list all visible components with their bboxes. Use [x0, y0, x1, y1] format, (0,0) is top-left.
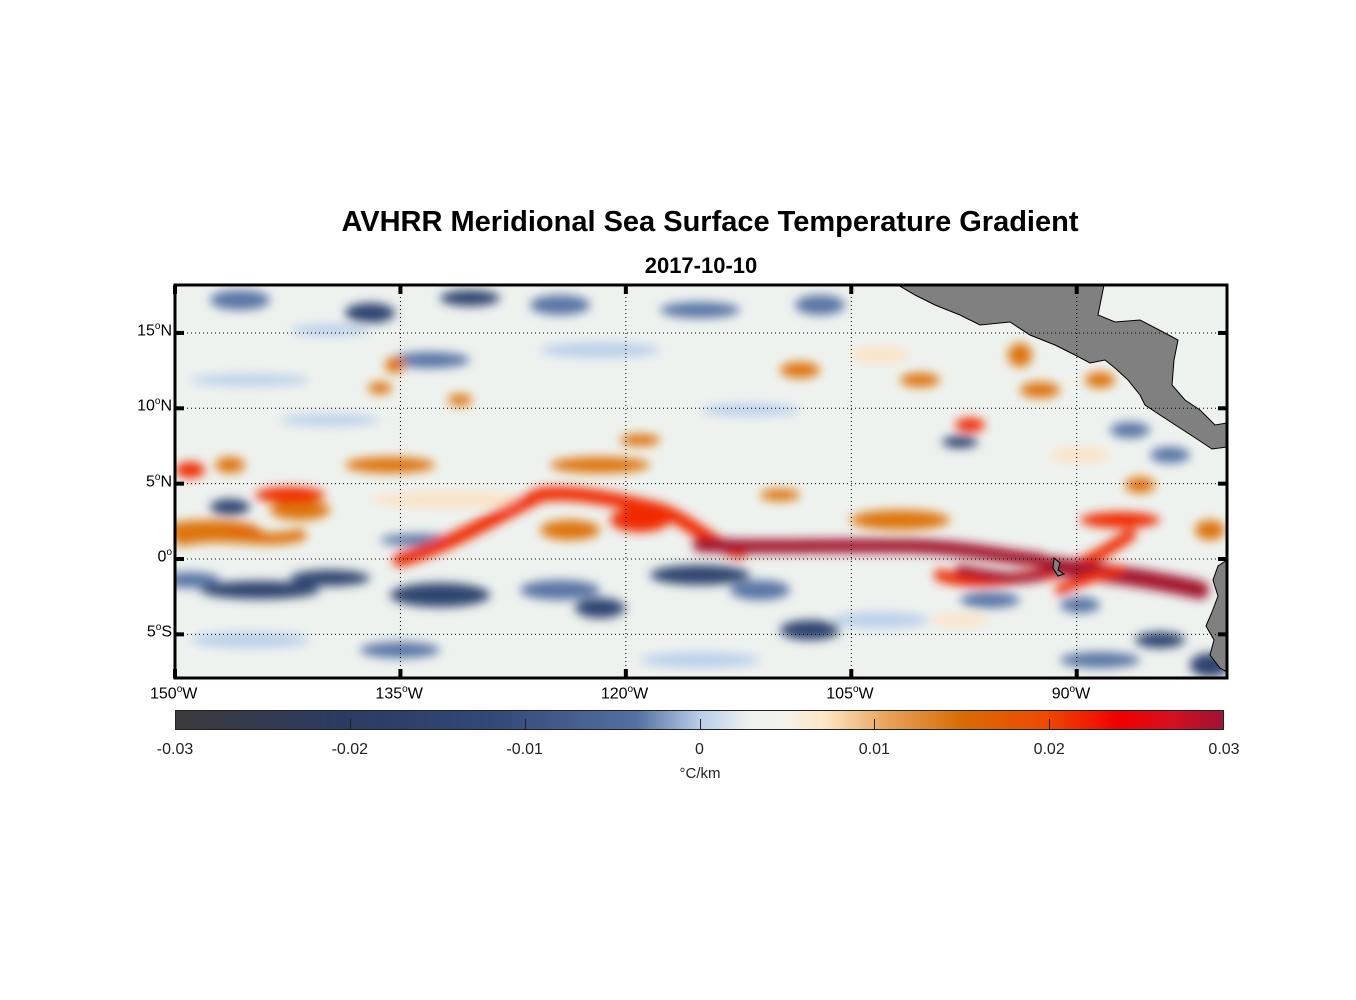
field-patch — [440, 290, 500, 306]
field-patch — [530, 295, 590, 315]
frontal-band — [1055, 565, 1125, 595]
x-tick-label: 120oW — [600, 684, 649, 703]
gradient-field — [175, 290, 1227, 677]
field-patch — [385, 357, 405, 373]
grid-lines — [175, 285, 1227, 678]
colorbar-tick — [1049, 719, 1051, 729]
field-patch — [575, 598, 625, 618]
field-patch — [780, 362, 820, 378]
field-patch — [215, 457, 245, 473]
field-patch — [1125, 477, 1155, 493]
y-tick-label: 10oN — [137, 396, 172, 415]
colorbar-tick-label: 0.01 — [858, 741, 890, 758]
field-patch — [1080, 512, 1160, 528]
field-patch — [1050, 447, 1110, 463]
field-patch — [175, 572, 220, 588]
x-tick-label: 90oW — [1051, 684, 1091, 703]
field-patch — [390, 583, 490, 607]
field-patch — [1060, 597, 1100, 613]
x-tick-label: 150oW — [150, 684, 198, 703]
y-tick-label: 15oN — [137, 320, 172, 340]
field-patch — [960, 592, 1020, 608]
field-patch — [930, 614, 990, 626]
field-patch — [760, 489, 800, 501]
colorbar-tick-label: 0.03 — [1208, 741, 1240, 758]
field-patch — [650, 565, 750, 585]
field-patch — [942, 436, 978, 448]
chart-subtitle: 2017-10-10 — [644, 253, 758, 278]
field-patch — [900, 373, 940, 387]
field-patch — [850, 347, 910, 363]
colorbar-tick — [349, 719, 351, 729]
field-patch — [290, 324, 370, 336]
field-patch — [550, 457, 650, 473]
field-patch — [1195, 520, 1225, 540]
field-patch — [190, 632, 310, 648]
field-patch — [1008, 343, 1032, 367]
colorbar-tick-label: -0.01 — [506, 741, 543, 758]
y-tick-label: 5oS — [146, 622, 172, 641]
colorbar-tick — [699, 719, 701, 729]
field-patch — [520, 580, 600, 600]
frontal-band — [175, 529, 306, 546]
field-patch — [175, 462, 205, 478]
field-patch — [448, 394, 472, 406]
field-patch — [368, 382, 392, 394]
field-patch — [1135, 632, 1185, 648]
field-patch — [200, 581, 320, 599]
field-patch — [210, 290, 270, 310]
map-frame — [173, 283, 1229, 680]
colorbar-tick-label: 0.02 — [1033, 741, 1065, 758]
frontal-band — [693, 538, 1047, 567]
field-patch — [955, 418, 985, 432]
land-central-america — [897, 285, 1227, 450]
colorbar-tick — [524, 719, 526, 729]
x-tick-label: 105oW — [826, 684, 874, 703]
field-patch — [255, 487, 325, 503]
ocean-background — [175, 285, 1227, 678]
field-patch — [850, 510, 950, 530]
y-tick-label: 0o — [157, 547, 172, 566]
colorbar-tick-label: -0.03 — [156, 741, 194, 758]
field-patch — [1060, 652, 1140, 668]
field-patch — [210, 499, 250, 515]
field-patch — [370, 492, 530, 508]
colorbar-tick-label: 0 — [695, 741, 704, 758]
x-tick-label: 135oW — [375, 684, 423, 703]
field-patch — [780, 620, 840, 640]
field-patch — [795, 295, 845, 315]
field-patch — [1150, 447, 1190, 463]
field-patch — [830, 612, 930, 628]
field-patch — [270, 500, 330, 520]
colorbar-unit-label: °C/km — [679, 765, 721, 782]
field-patch — [540, 342, 660, 358]
colorbar-tick-label: -0.02 — [331, 741, 369, 758]
frontal-band — [393, 486, 747, 567]
field-patch — [290, 570, 370, 586]
chart-title: AVHRR Meridional Sea Surface Temperature… — [341, 206, 1079, 238]
field-patch — [1110, 422, 1150, 438]
field-patch — [390, 352, 470, 368]
axis-ticks — [173, 285, 1227, 678]
field-patch — [280, 414, 380, 426]
field-patch — [345, 303, 395, 323]
field-patch — [700, 404, 800, 416]
field-patch — [1020, 382, 1060, 398]
frontal-band — [955, 565, 1045, 583]
colorbar-tick — [874, 719, 876, 729]
field-patch — [1085, 372, 1115, 388]
field-patch — [540, 520, 600, 540]
field-patch — [345, 457, 435, 473]
field-patch — [640, 652, 760, 668]
field-patch — [660, 302, 740, 318]
land-south-america — [1205, 559, 1227, 673]
field-patch — [730, 580, 790, 600]
field-patch — [620, 434, 660, 446]
field-patch — [190, 374, 310, 386]
land-galapagos — [1052, 557, 1066, 577]
y-tick-label: 5oN — [145, 471, 172, 490]
